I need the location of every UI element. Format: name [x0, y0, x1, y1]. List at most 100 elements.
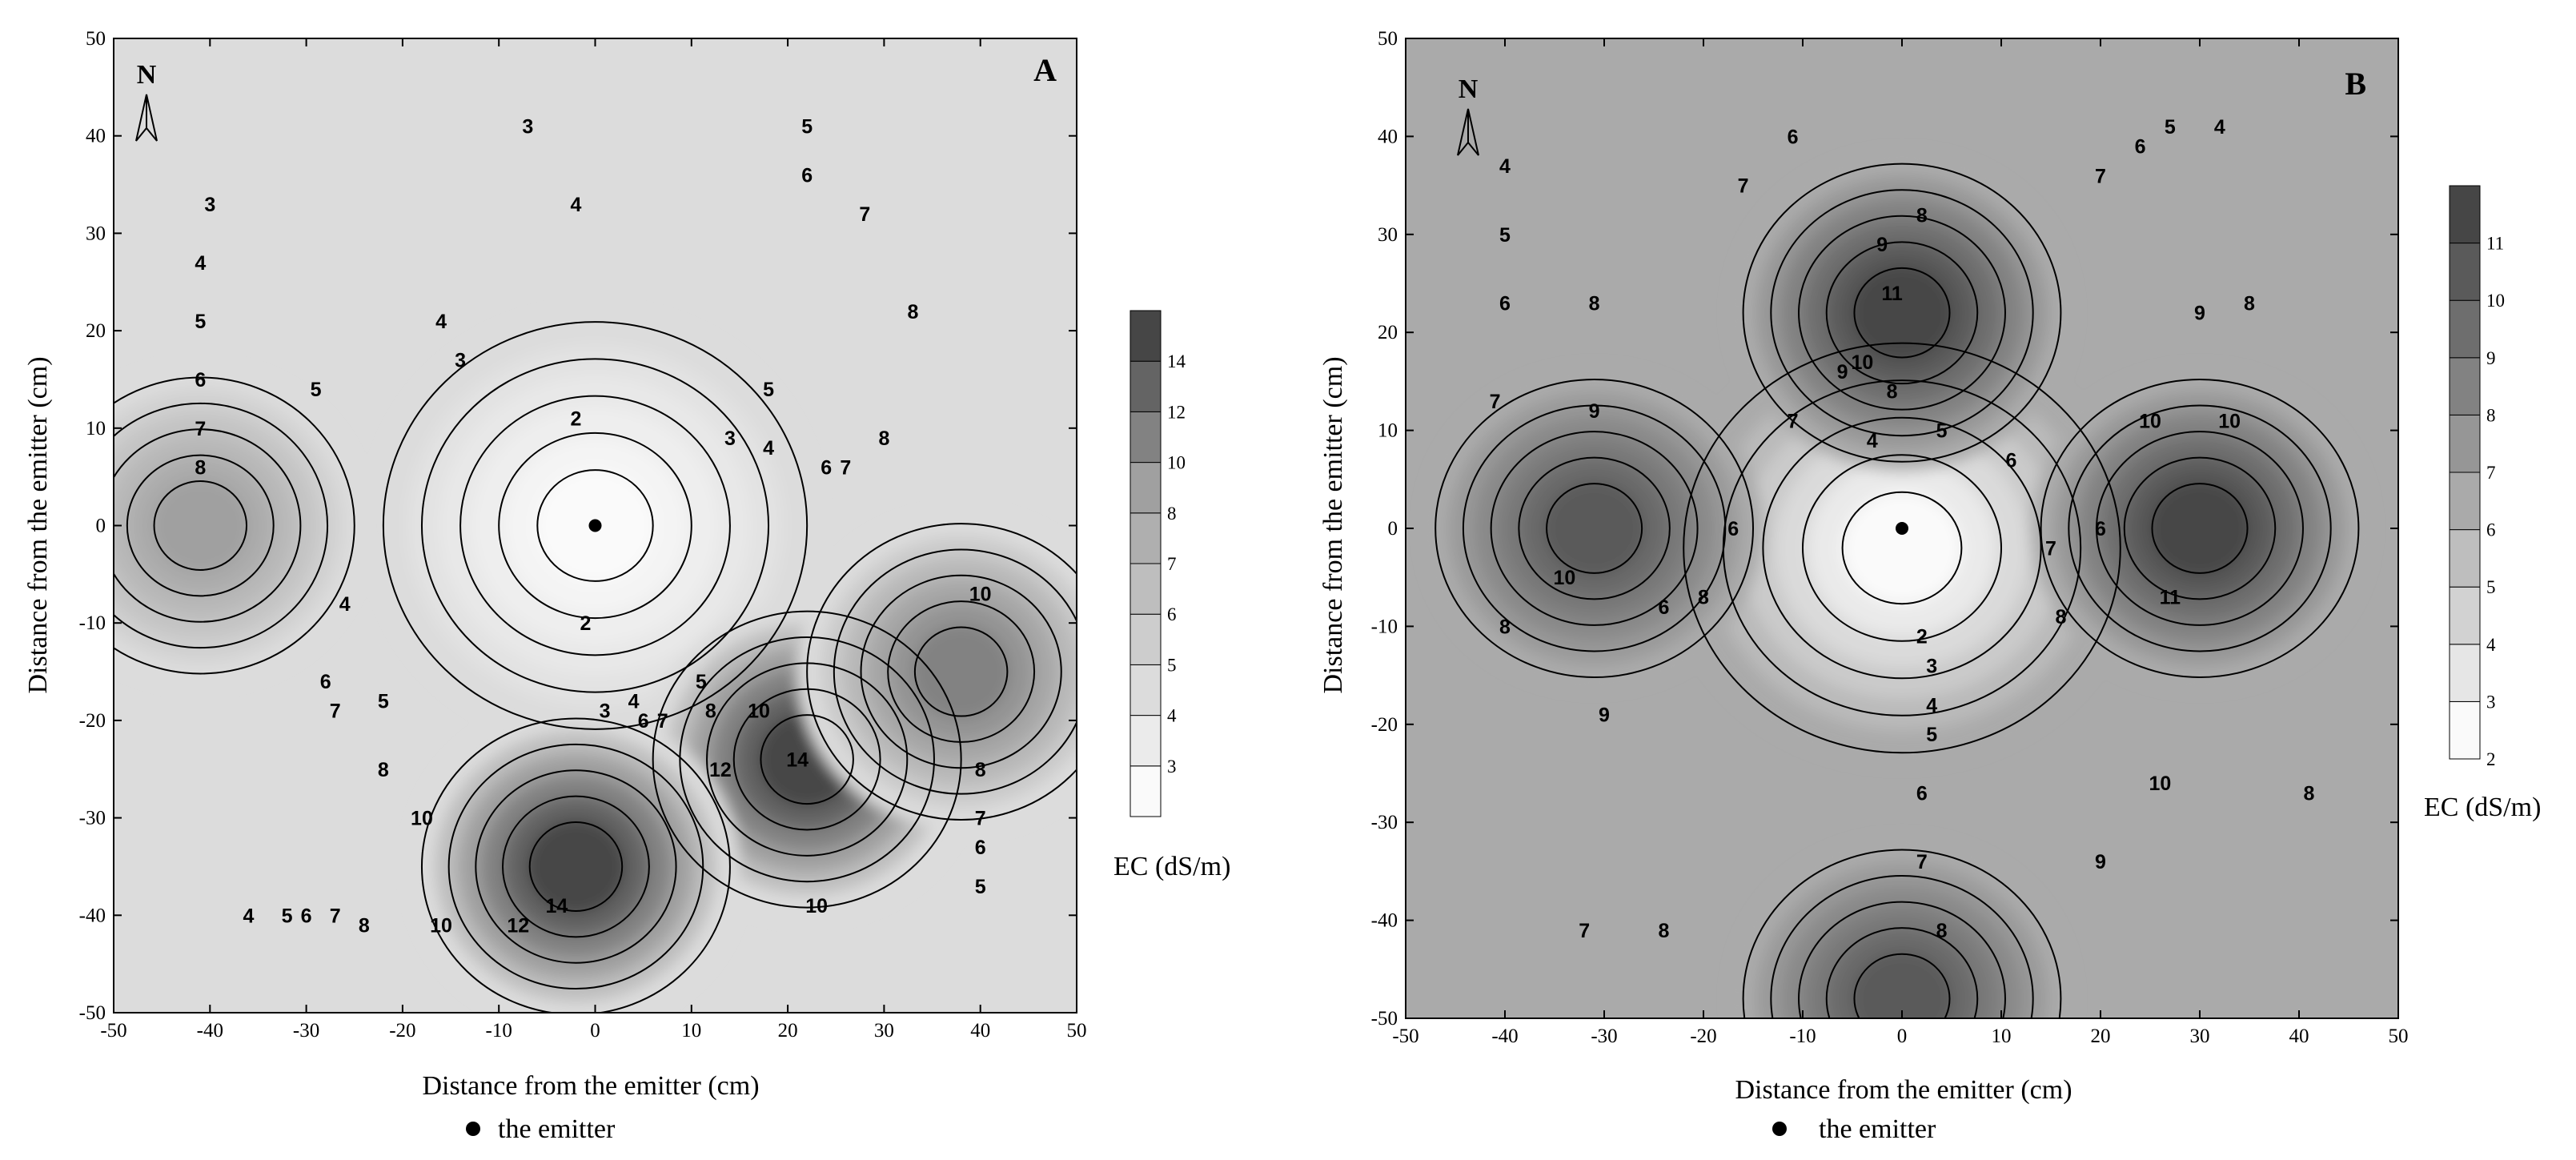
contour-label: 8 — [705, 700, 716, 723]
contour-label: 6 — [1658, 596, 1669, 619]
contour-label: 6 — [195, 369, 206, 391]
y-tick-label: -30 — [1371, 812, 1398, 833]
y-tick-label: 20 — [86, 320, 106, 342]
contour-label: 7 — [840, 456, 851, 479]
contour-label: 6 — [1916, 782, 1928, 805]
colorbar-tick-label: 2 — [2486, 749, 2496, 769]
contour-label: 3 — [204, 194, 215, 216]
contour-line — [1434, 378, 1754, 679]
y-tick-label: -10 — [1371, 616, 1398, 637]
colorbar-swatch — [1130, 360, 1162, 412]
colorbar-swatch — [1130, 613, 1162, 665]
emitter-legend-a: the emitter — [466, 1114, 616, 1144]
colorbar-tick-label: 8 — [1167, 504, 1177, 524]
y-tick-label: -20 — [79, 710, 106, 732]
colorbar-tick-label: 12 — [1167, 402, 1186, 422]
colorbar-tick-label: 9 — [2486, 348, 2496, 368]
contour-label: 5 — [975, 876, 986, 898]
contour-label: 14 — [545, 895, 568, 917]
y-tick-label: -10 — [79, 612, 106, 634]
contour-label: 10 — [1553, 567, 1575, 589]
contour-line — [1841, 491, 1963, 605]
north-arrow-icon — [135, 94, 158, 142]
y-tick-label: -30 — [79, 808, 106, 829]
contour-line — [1825, 927, 1979, 1018]
colorbar-swatch — [1130, 310, 1162, 362]
contour-label: 6 — [821, 456, 832, 479]
contour-label: 11 — [2160, 587, 2181, 609]
contour-label: 5 — [1936, 420, 1948, 443]
contour-label: 4 — [570, 194, 581, 216]
contour-label: 10 — [748, 700, 770, 723]
contour-label: 4 — [1499, 155, 1511, 178]
panel-label-b: B — [2345, 66, 2366, 102]
contour-line — [887, 600, 1036, 743]
colorbar-swatch — [2449, 414, 2481, 473]
ec-field — [114, 312, 1077, 1013]
contour-label: 8 — [1698, 587, 1709, 609]
contour-label: 8 — [2244, 292, 2255, 315]
contour-line — [528, 821, 624, 912]
colorbar-tick-label: 11 — [2486, 234, 2504, 254]
contour-label: 3 — [1926, 655, 1937, 677]
x-tick-label: -10 — [486, 1020, 512, 1042]
colorbar-tick-label: 6 — [1167, 604, 1177, 624]
colorbar-swatch — [1130, 715, 1162, 767]
x-tick-label: -50 — [1392, 1026, 1418, 1047]
y-axis-label-b: Distance from the emitter (cm) — [1318, 356, 1348, 693]
contour-label: 5 — [282, 905, 293, 927]
colorbar-tick-label: 7 — [2486, 463, 2496, 483]
colorbar-swatch — [2449, 586, 2481, 645]
contour-line — [1762, 416, 2042, 680]
colorbar-tick-label: 10 — [2486, 291, 2505, 311]
contour-line — [2040, 378, 2360, 679]
contour-line — [2068, 404, 2332, 652]
colorbar-swatch — [1130, 512, 1162, 564]
contour-label: 8 — [1499, 616, 1511, 638]
north-arrow-a: N — [135, 60, 158, 142]
x-tick-label: -40 — [1491, 1026, 1518, 1047]
y-tick-label: -50 — [79, 1002, 106, 1024]
contour-label: 4 — [195, 252, 206, 275]
contour-line — [447, 743, 704, 990]
contour-label: 8 — [1916, 204, 1928, 227]
contour-line — [732, 688, 881, 831]
y-tick-label: -40 — [79, 905, 106, 926]
colorbar-swatch — [2449, 357, 2481, 415]
y-tick-label: -50 — [1371, 1008, 1398, 1030]
contour-label: 6 — [1788, 126, 1799, 148]
x-tick-label: 40 — [2289, 1026, 2309, 1047]
contour-label: 6 — [320, 671, 331, 693]
colorbar-swatch — [2449, 243, 2481, 301]
contour-label: 4 — [435, 311, 447, 333]
contour-label: 4 — [339, 593, 351, 616]
contour-line — [760, 714, 854, 805]
contour-label: 2 — [580, 612, 592, 635]
contour-label: 5 — [311, 379, 322, 401]
emitter-legend-label-a: the emitter — [498, 1114, 616, 1144]
x-tick-label: 10 — [681, 1020, 701, 1042]
contour-label: 10 — [805, 895, 828, 917]
colorbar-label-b: EC (dS/m) — [2424, 793, 2541, 822]
contour-label: 7 — [1490, 391, 1501, 413]
contour-label: 8 — [1887, 381, 1898, 403]
y-tick-label: 40 — [86, 126, 106, 147]
field-maximum-4 — [912, 624, 1010, 720]
field-maximum-1 — [150, 478, 250, 573]
contour-label: 4 — [243, 905, 254, 927]
contour-line — [421, 717, 731, 1013]
contour-label: 6 — [301, 905, 312, 927]
contour-line — [475, 769, 677, 964]
contour-label: 9 — [1837, 361, 1848, 383]
colorbar-tick-label: 4 — [2486, 635, 2496, 655]
contour-label: 7 — [2095, 165, 2106, 187]
colorbar-swatch — [2449, 529, 2481, 588]
contour-label: 9 — [1589, 400, 1600, 423]
contour-label: 8 — [908, 301, 919, 323]
contour-label: 6 — [801, 164, 813, 187]
x-tick-label: -10 — [1789, 1026, 1816, 1047]
contour-line — [1825, 241, 1979, 385]
colorbar-tick-label: 6 — [2486, 520, 2496, 540]
